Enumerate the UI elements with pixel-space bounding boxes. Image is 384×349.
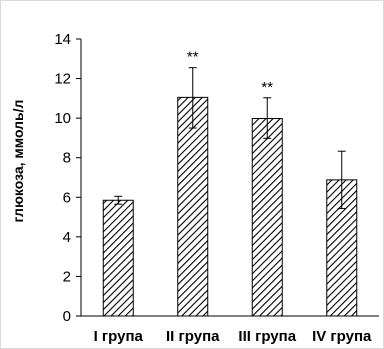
y-tick-label: 2 (63, 268, 71, 285)
category-label: IV група (312, 328, 372, 345)
bars (102, 96, 358, 317)
y-axis-ticks: 0 2 4 6 8 10 12 14 (54, 31, 81, 325)
significance-labels: ** ** (187, 49, 273, 96)
y-tick-label: 0 (63, 308, 71, 325)
significance-label: ** (187, 49, 199, 66)
y-tick-label: 8 (63, 150, 71, 167)
category-label: I група (94, 328, 144, 345)
y-tick-label: 12 (54, 71, 71, 88)
y-tick-label: 4 (63, 229, 71, 246)
significance-label: ** (261, 79, 273, 96)
y-tick-label: 14 (54, 31, 71, 48)
axes (80, 39, 379, 317)
y-axis-title: глюкоза, ммоль/л (10, 100, 26, 223)
y-tick-label: 6 (63, 189, 71, 206)
category-label: III група (238, 328, 296, 345)
category-label: II група (166, 328, 220, 345)
bar (251, 118, 283, 317)
bar (102, 199, 134, 317)
y-tick-label: 10 (54, 110, 71, 127)
x-axis-category-labels: I група II група III група IV група (94, 328, 372, 345)
error-bars (114, 67, 346, 210)
bar (177, 96, 209, 317)
